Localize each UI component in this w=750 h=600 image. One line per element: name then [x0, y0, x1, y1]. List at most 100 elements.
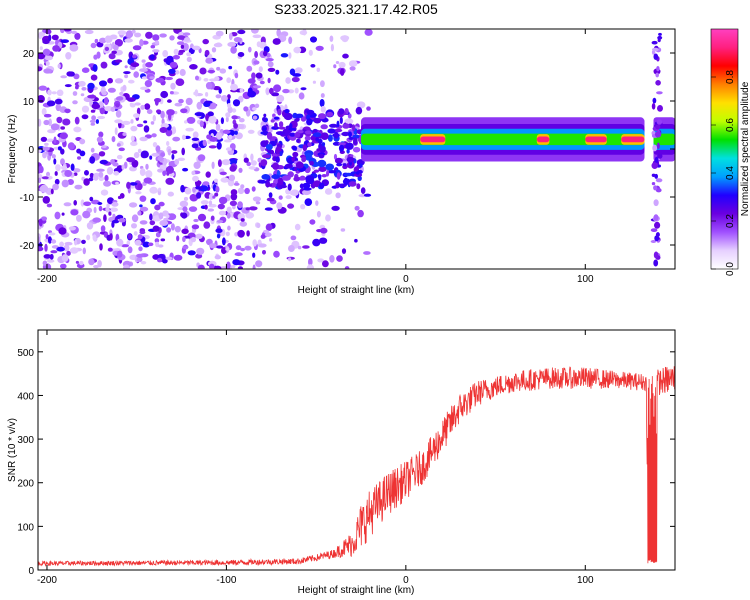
- spectrogram-noise-blob: [219, 68, 227, 74]
- spectrogram-noise-blob: [180, 184, 185, 193]
- spectrogram-noise-blob: [50, 250, 58, 254]
- spectrogram-noise-blob: [267, 77, 271, 84]
- spectrogram-noise-blob: [237, 52, 245, 57]
- spectrogram-noise-blob: [90, 42, 97, 49]
- spectrogram-noise-blob: [74, 239, 78, 246]
- spectrogram-noise-blob: [182, 236, 186, 243]
- spectrogram-edge-blob: [655, 188, 662, 193]
- spectrogram-noise-blob: [320, 80, 325, 88]
- spectrogram-noise-blob: [285, 77, 291, 84]
- spectrogram-cluster-blob: [293, 166, 298, 172]
- spectrogram-noise-blob: [366, 106, 371, 111]
- spectrogram-cluster-blob: [342, 178, 351, 185]
- spectrogram-noise-blob: [99, 159, 109, 165]
- spectrogram-noise-blob: [203, 221, 211, 229]
- spectrogram-noise-blob: [230, 83, 238, 91]
- x-tick-label: -200: [37, 575, 57, 586]
- spectrogram-noise-blob: [47, 236, 52, 244]
- spectrogram-noise-blob: [51, 239, 57, 244]
- spectrogram-noise-blob: [51, 34, 59, 41]
- spectrogram-noise-blob: [254, 103, 260, 109]
- spectrogram-noise-blob: [182, 245, 189, 250]
- spectrogram-cluster-blob: [338, 144, 345, 152]
- spectrogram-noise-blob: [143, 125, 150, 133]
- spectrogram-cluster-blob: [257, 179, 267, 184]
- spectrogram-noise-blob: [264, 232, 272, 238]
- spectrogram-noise-blob: [192, 186, 196, 193]
- spectrogram-noise-blob: [186, 116, 196, 124]
- spectrogram-noise-blob: [112, 162, 119, 167]
- spectrogram-edge-blob: [650, 240, 657, 243]
- spectrogram-noise-blob: [74, 184, 83, 190]
- spectrogram-noise-blob: [341, 131, 350, 137]
- spectrogram-noise-blob: [191, 170, 196, 176]
- spectrogram-noise-blob: [167, 148, 172, 156]
- spectrogram-noise-blob: [101, 145, 107, 149]
- spectrogram-edge-blob: [655, 178, 663, 183]
- spectrogram-cluster-blob: [275, 156, 280, 163]
- spectrogram-cluster-blob: [289, 123, 293, 129]
- spectrogram-noise-blob: [237, 201, 243, 209]
- spectrogram-noise-blob: [88, 258, 95, 266]
- spectrogram-noise-blob: [100, 61, 108, 69]
- spectrogram-noise-blob: [59, 132, 68, 140]
- spectrogram-noise-blob: [89, 119, 96, 123]
- spectrogram-noise-blob: [121, 244, 129, 248]
- spectrogram-cluster-blob: [354, 166, 360, 171]
- spectrogram-noise-blob: [186, 52, 192, 57]
- spectrogram-noise-blob: [38, 85, 47, 91]
- spectrogram-noise-blob: [149, 76, 155, 80]
- spectrogram-noise-blob: [212, 195, 216, 199]
- spectrogram-noise-blob: [344, 266, 350, 269]
- spectrogram-noise-blob: [300, 87, 307, 91]
- spectrogram-noise-blob: [181, 147, 185, 156]
- spectrogram-noise-blob: [215, 123, 221, 131]
- spectrogram-noise-blob: [61, 179, 69, 188]
- spectrogram-noise-blob: [228, 65, 233, 70]
- spectrogram-cluster-blob: [346, 156, 355, 163]
- spectrogram-noise-blob: [332, 141, 341, 146]
- spectrogram-noise-blob: [109, 34, 118, 40]
- spectrogram-noise-blob: [184, 120, 188, 124]
- spectrogram-cluster-blob: [327, 128, 336, 134]
- spectrogram-noise-blob: [124, 65, 128, 69]
- spectrogram-noise-blob: [228, 32, 233, 41]
- spectrogram-cluster-blob: [265, 183, 273, 187]
- spectrogram-noise-blob: [64, 108, 71, 114]
- spectrogram-noise-blob: [90, 109, 96, 113]
- spectrogram-noise-blob: [183, 196, 189, 201]
- spectrogram-noise-blob: [43, 119, 50, 126]
- x-tick-label: 0: [403, 575, 409, 586]
- spectrogram-noise-blob: [226, 206, 232, 213]
- spectrogram-noise-blob: [357, 209, 364, 218]
- spectrogram-noise-blob: [124, 74, 129, 79]
- spectrogram-noise-blob: [84, 170, 89, 176]
- spectrogram-noise-blob: [276, 202, 283, 210]
- spectrogram-noise-blob: [96, 136, 103, 143]
- spectrogram-noise-blob: [132, 54, 137, 59]
- spectrogram-noise-blob: [39, 46, 43, 51]
- spectrogram-noise-blob: [103, 214, 107, 223]
- spectrogram-noise-blob: [202, 181, 210, 186]
- spectrogram-noise-blob: [67, 179, 74, 185]
- spectrogram-noise-blob: [244, 245, 252, 251]
- spectrogram-noise-blob: [244, 187, 250, 195]
- spectrogram-noise-blob: [130, 135, 135, 142]
- spectrogram-noise-blob: [135, 191, 142, 195]
- spectrogram-noise-blob: [111, 136, 116, 143]
- spectrogram-cluster-blob: [348, 181, 357, 187]
- spectrogram-noise-blob: [189, 193, 199, 202]
- spectrogram-cluster-blob: [318, 153, 325, 159]
- spectrogram-noise-blob: [56, 89, 64, 97]
- spectrogram-noise-blob: [186, 56, 192, 63]
- spectrogram-noise-blob: [60, 29, 65, 34]
- spectrogram-noise-blob: [82, 247, 87, 255]
- spectrogram-noise-blob: [107, 197, 114, 205]
- spectrogram-noise-blob: [195, 233, 203, 239]
- spectrogram-noise-blob: [255, 260, 263, 268]
- spectrogram-x-label: Height of straight line (km): [298, 285, 415, 296]
- spectrogram-noise-blob: [80, 93, 85, 97]
- spectrogram-noise-blob: [146, 109, 153, 115]
- spectrogram-noise-blob: [234, 252, 243, 257]
- spectrogram-noise-blob: [275, 69, 280, 75]
